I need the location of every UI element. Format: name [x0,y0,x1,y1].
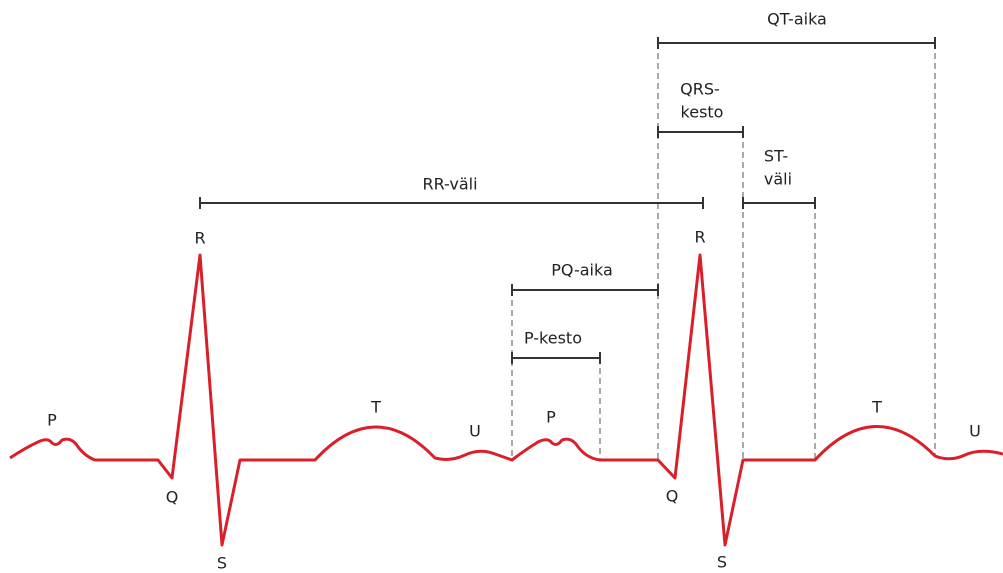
dashed-guides [511,43,936,460]
ecg-trace [9,253,1003,547]
interval-label: QT-aika [767,10,827,29]
wave-labels: P Q R S T U P Q R S T U [47,228,981,573]
wave-label: P [546,408,556,427]
interval-label: QRS- [680,80,720,99]
interval-label: PQ-aika [551,261,613,280]
interval-bar [511,284,659,296]
interval-label: väli [764,170,792,189]
interval-label: ST- [764,147,788,166]
wave-label: T [871,398,882,417]
interval-bar [657,126,744,138]
interval-bar [511,352,601,364]
interval-label: P-kesto [524,329,582,348]
wave-label: Q [666,487,679,506]
wave-label: T [370,398,381,417]
interval-label: RR-väli [422,175,477,194]
intervals: RR-väli PQ-aika P-kesto QRS- kesto ST- v… [199,10,936,364]
interval-bar [199,197,704,209]
interval-bar [742,197,816,209]
wave-label: Q [166,488,179,507]
wave-label: U [969,422,981,441]
interval-bar [657,37,936,49]
wave-label: R [194,229,205,248]
wave-label: R [694,228,705,247]
interval-label: kesto [681,103,724,122]
wave-label: S [717,553,727,572]
wave-label: U [469,422,481,441]
wave-label: S [217,554,227,573]
wave-label: P [47,411,57,430]
